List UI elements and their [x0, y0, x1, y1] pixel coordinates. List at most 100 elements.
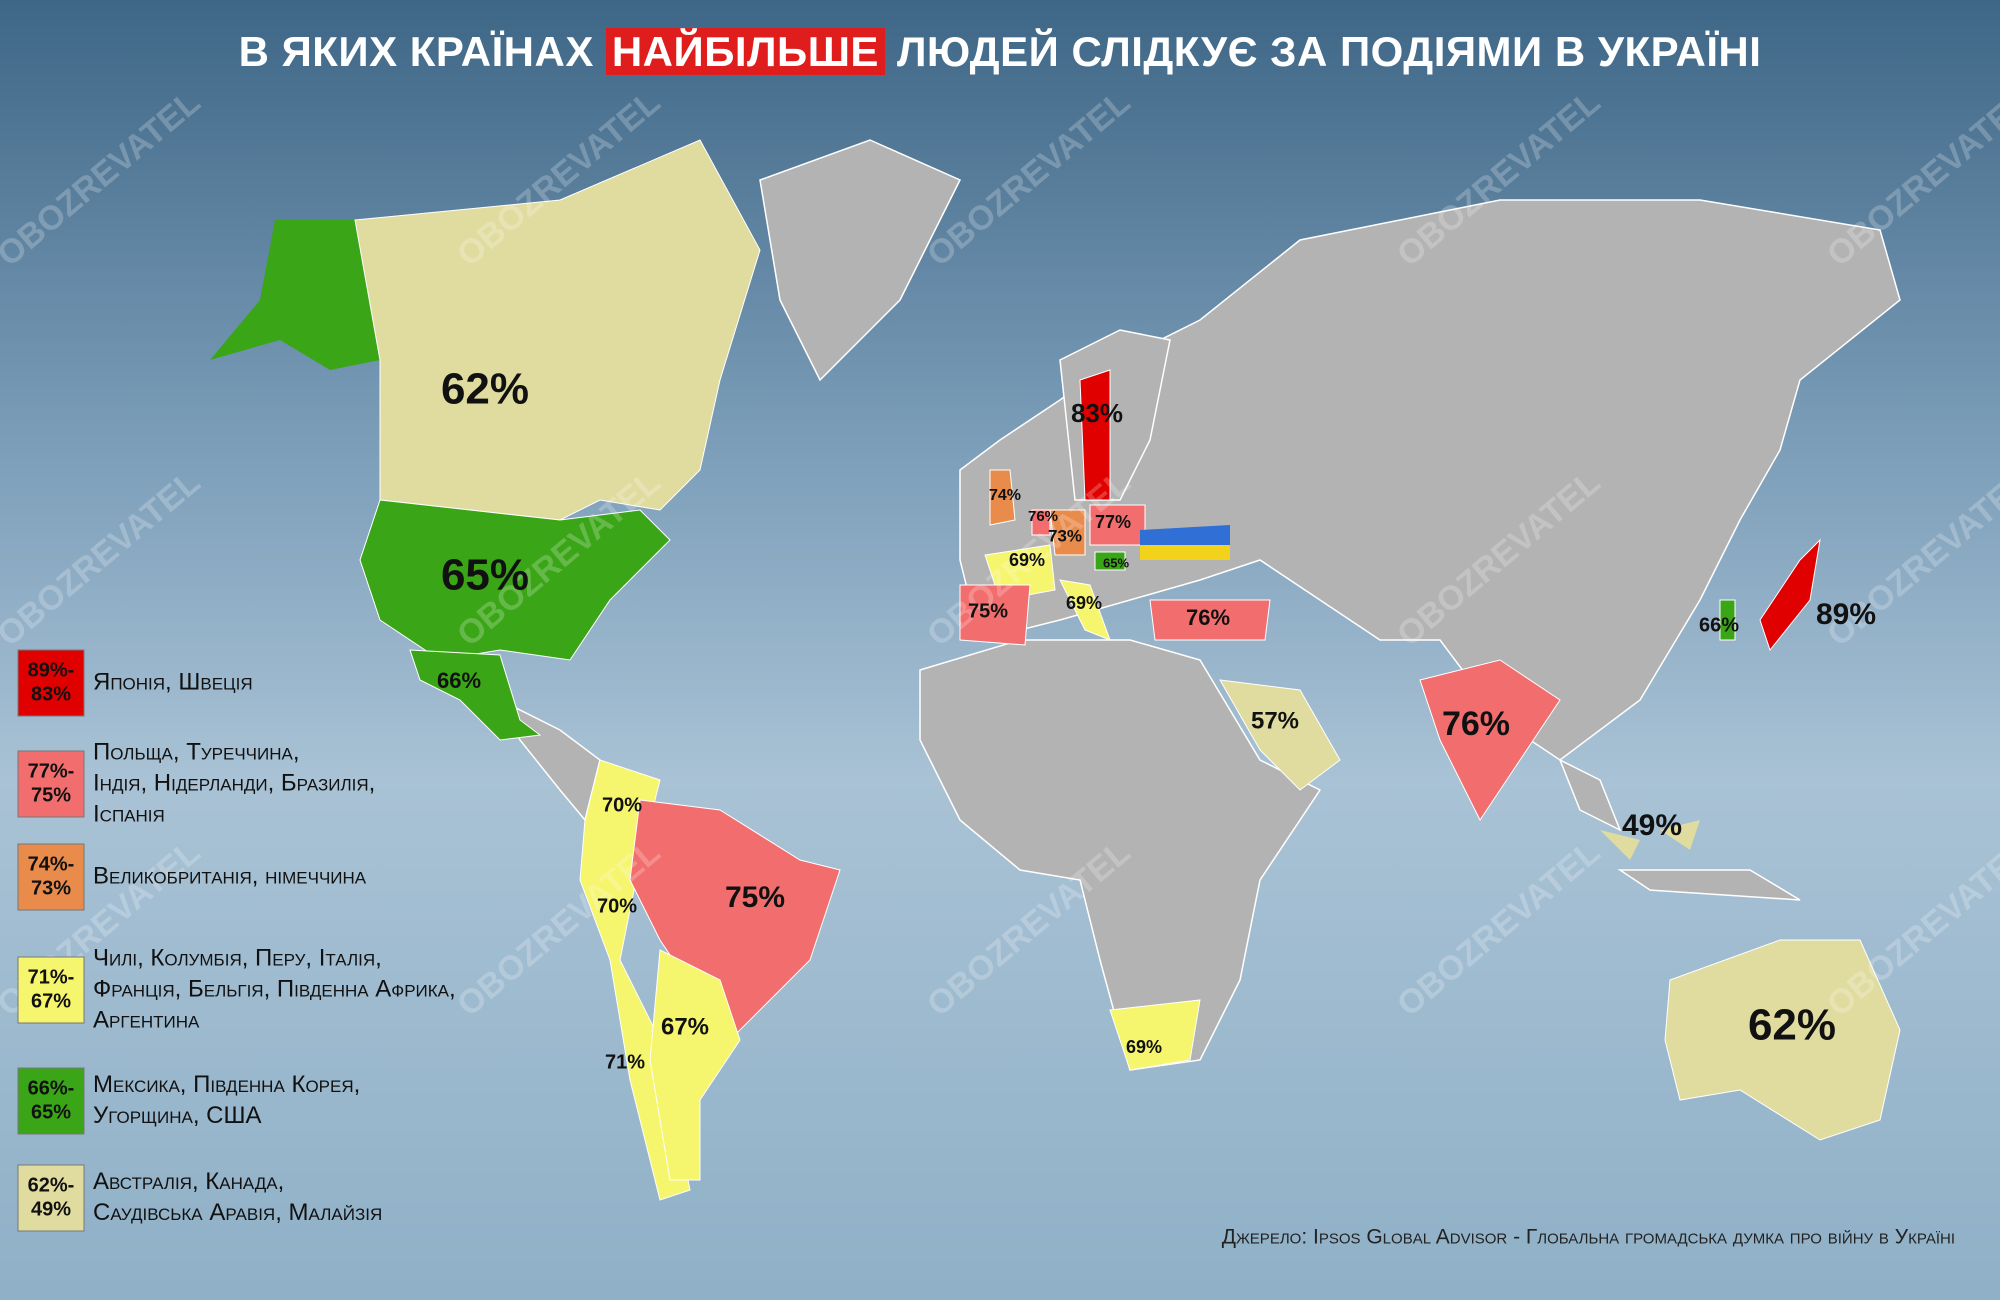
- usa: [359, 499, 671, 661]
- indochina: [1558, 758, 1622, 832]
- map-labels: 62%65%66%83%74%76%73%77%69% 65%75% 69%76%5…: [437, 365, 1876, 1074]
- watermark: OBOZREVATEL: [1820, 833, 2000, 1024]
- legend: 89%-83% Японія, Швеція 77%-75% Польща, Туре…: [17, 649, 456, 1232]
- australia: [1664, 939, 1901, 1141]
- legend-range: 77%-: [28, 760, 75, 782]
- continents: [498, 139, 1901, 1071]
- legend-swatch: [17, 843, 85, 911]
- legend-range: 49%: [31, 1198, 71, 1220]
- legend-countries: Великобританія, німеччина: [93, 862, 367, 889]
- countries: [210, 139, 1901, 1201]
- map-label: 69%: [1009, 550, 1045, 570]
- india: [1419, 659, 1561, 821]
- legend-countries: Саудівська Аравія, Малайзія: [93, 1199, 382, 1226]
- legend-range: 89%-: [28, 659, 75, 681]
- argentina: [649, 949, 741, 1181]
- legend-countries: Аргентина: [93, 1006, 200, 1033]
- south-africa: [1109, 999, 1201, 1071]
- map-label: 76%: [1028, 508, 1058, 525]
- map-label: 76%: [1442, 705, 1510, 743]
- map-label: 69%: [1126, 1037, 1162, 1057]
- turkey: [1149, 599, 1271, 641]
- uk: [989, 469, 1016, 526]
- legend-countries: Угорщина, США: [93, 1102, 262, 1129]
- legend-swatch: [17, 956, 85, 1024]
- map-label: 67%: [661, 1013, 709, 1040]
- alaska: [210, 220, 380, 370]
- greenland: [759, 139, 962, 382]
- canada: [354, 139, 761, 521]
- map-label: 71%: [605, 1051, 645, 1073]
- source: Джерело: Ipsos Global Advisor - Глобальн…: [1222, 1226, 1955, 1249]
- title-text: ЛЮДЕЙ СЛІДКУЄ ЗА ПОДІЯМИ В УКРАЇНІ: [896, 28, 1762, 75]
- spain: [959, 584, 1031, 646]
- legend-swatch: [17, 1164, 85, 1232]
- watermark: OBOZREVATEL: [1390, 833, 1607, 1024]
- map-label: 73%: [1048, 526, 1082, 545]
- ukraine-blue: [1140, 525, 1230, 545]
- map-label: 75%: [725, 881, 785, 914]
- saudi-arabia: [1219, 679, 1341, 791]
- malaysia-west: [1600, 830, 1640, 860]
- netherlands: [1031, 509, 1051, 536]
- legend-range: 65%: [31, 1101, 71, 1123]
- legend-countries: Мексика, Південна Корея,: [93, 1071, 360, 1098]
- map-label: 75%: [968, 600, 1008, 622]
- malaysia-east: [1660, 820, 1700, 850]
- legend-range: 62%-: [28, 1174, 75, 1196]
- watermark: OBOZREVATEL: [0, 463, 207, 654]
- title-text: В ЯКИХ КРАЇНАХ: [238, 28, 594, 75]
- legend-range: 67%: [31, 990, 71, 1012]
- map-label: 83%: [1071, 398, 1123, 428]
- map-label: 76%: [1186, 605, 1230, 630]
- map-label: 69%: [1066, 593, 1102, 613]
- legend-countries: Індія, Нідерланди, Бразилія,: [93, 769, 375, 796]
- map-label: 74%: [989, 487, 1021, 504]
- map-label: 62%: [1748, 1001, 1836, 1050]
- legend-range: 74%-: [28, 853, 75, 875]
- ukraine-yellow: [1140, 545, 1230, 560]
- japan: [1759, 538, 1821, 652]
- hungary: [1094, 551, 1126, 571]
- legend-countries: Японія, Швеція: [93, 668, 253, 695]
- eurasia: [959, 199, 1901, 761]
- map-label: 57%: [1251, 707, 1299, 734]
- mexico: [409, 649, 542, 741]
- legend-range: 66%-: [28, 1077, 75, 1099]
- sweden: [1079, 369, 1111, 501]
- map-label: 70%: [602, 794, 642, 816]
- legend-countries: Польща, Туреччина,: [93, 738, 300, 765]
- legend-countries: Чилі, Колумбія, Перу, Італія,: [93, 944, 382, 971]
- map-label: 62%: [441, 365, 529, 414]
- legend-swatch: [17, 649, 85, 717]
- map-label: 77%: [1095, 512, 1131, 532]
- legend-swatch: [17, 1067, 85, 1135]
- legend-countries: Австралія, Канада,: [93, 1168, 284, 1195]
- south-korea: [1719, 599, 1736, 641]
- map-label: 70%: [597, 895, 637, 917]
- map-label: 89%: [1816, 598, 1876, 631]
- legend-range: 75%: [31, 784, 71, 806]
- title-highlight: НАЙБІЛЬШЕ: [605, 28, 885, 75]
- watermark: OBOZREVATEL: [1820, 83, 2000, 274]
- legend-swatch: [17, 750, 85, 818]
- indonesia: [1617, 869, 1801, 901]
- legend-range: 73%: [31, 877, 71, 899]
- italy: [1059, 579, 1111, 641]
- legend-countries: Франція, Бельгія, Південна Африка,: [93, 975, 456, 1002]
- legend-range: 83%: [31, 683, 71, 705]
- germany: [1049, 509, 1086, 556]
- legend-countries: Іспанія: [93, 800, 165, 827]
- map-label: 65%: [441, 551, 529, 600]
- title: В ЯКИХ КРАЇНАХ НАЙБІЛЬШЕ ЛЮДЕЙ СЛІДКУЄ ЗА …: [0, 28, 2000, 76]
- brazil: [629, 799, 841, 1041]
- map-label: 49%: [1622, 809, 1682, 842]
- legend-range: 71%-: [28, 966, 75, 988]
- map-label: 66%: [1699, 614, 1739, 636]
- map-label: 66%: [437, 668, 481, 693]
- africa: [919, 639, 1322, 1071]
- watermark: OBOZREVATEL: [0, 83, 207, 274]
- map-label: 65%: [1103, 555, 1129, 570]
